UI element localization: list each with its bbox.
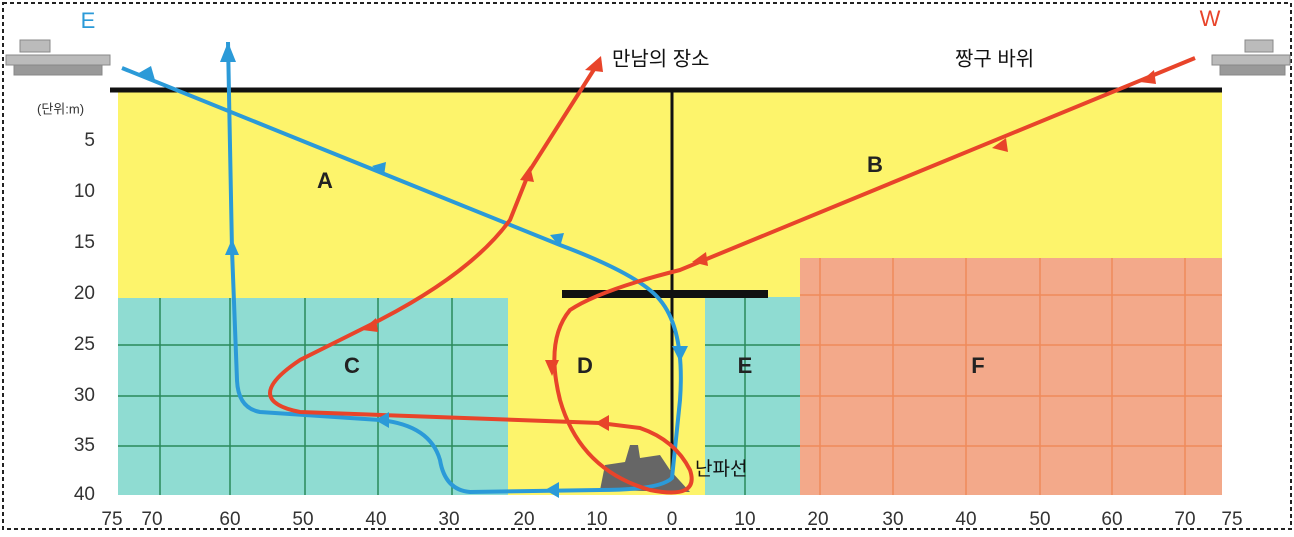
distance-label: 75 [1221,509,1242,530]
region-label: C [344,353,360,378]
zone-f [800,258,1222,495]
distance-label: 30 [882,509,903,530]
depth-label: 10 [74,181,95,202]
boat-w [1211,39,1291,76]
distance-label: 30 [438,509,459,530]
route-red [268,56,1196,495]
arrows-red [362,56,1156,431]
distance-label: 0 [667,509,678,530]
region-label: E [738,353,753,378]
grid-f [800,258,1222,495]
route-blue [121,41,683,495]
region-label: A [317,168,333,193]
place-label: 짱구 바위 [955,47,1034,70]
place-label: 만남의 장소 [612,47,710,70]
depth-label: 15 [74,232,95,253]
depth-label: 35 [74,435,95,456]
distance-label: 10 [586,509,607,530]
direction-label: E [81,8,96,33]
arrows-blue [137,42,688,498]
boat-e [5,39,111,76]
distance-label: 20 [513,509,534,530]
depth-label: 30 [74,385,95,406]
distance-label: 20 [807,509,828,530]
region-label: B [867,152,883,177]
depth-label: 40 [74,484,95,505]
distance-label: 50 [1029,509,1050,530]
place-label: 난파선 [695,458,747,480]
region-label: D [577,353,593,378]
grid-teal [118,297,800,495]
region-label: F [971,353,984,378]
distance-label: 40 [955,509,976,530]
distance-label: 40 [365,509,386,530]
distance-label: 70 [1174,509,1195,530]
distance-label: 50 [292,509,313,530]
distance-label: 60 [219,509,240,530]
distance-label: 60 [1101,509,1122,530]
distance-label: 70 [141,509,162,530]
distance-label: 10 [734,509,755,530]
depth-label: 5 [84,130,95,151]
depth-label: 25 [74,334,95,355]
unit-label: (단위:m) [37,101,84,116]
depth-label: 20 [74,283,95,304]
distance-label: 75 [101,509,122,530]
direction-label: W [1200,6,1221,31]
